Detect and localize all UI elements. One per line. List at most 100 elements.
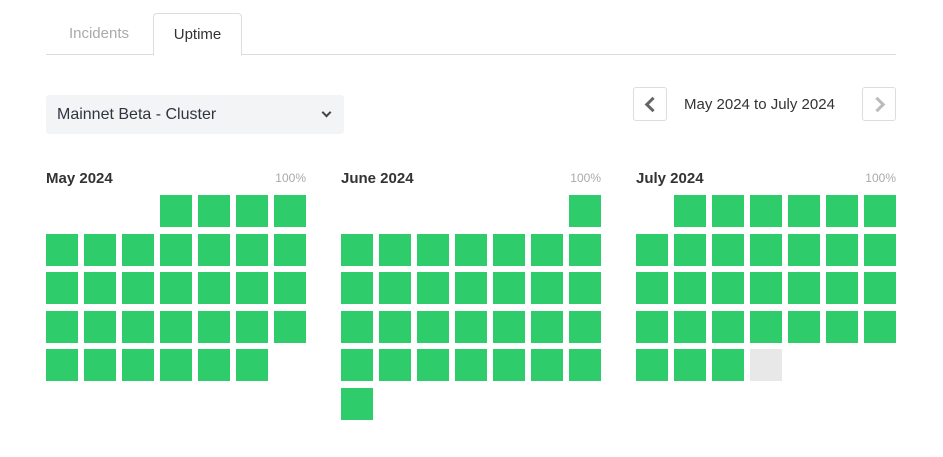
day-cell-26[interactable] <box>826 310 858 343</box>
day-cell-20[interactable] <box>864 272 896 305</box>
day-cell-17[interactable] <box>236 272 268 305</box>
day-cell-23[interactable] <box>198 310 230 343</box>
day-cell-2[interactable] <box>198 195 230 227</box>
day-cell-11[interactable] <box>417 272 449 305</box>
day-cell-28[interactable] <box>636 349 668 382</box>
tab-incidents[interactable]: Incidents <box>68 25 130 42</box>
day-cell-7[interactable] <box>122 233 154 266</box>
day-cell-1[interactable] <box>569 195 601 227</box>
day-cell-19[interactable] <box>826 272 858 305</box>
chevron-left-icon <box>644 96 661 113</box>
day-cell-27[interactable] <box>864 310 896 343</box>
day-cell-16[interactable] <box>341 310 373 343</box>
day-cell-20[interactable] <box>84 310 116 343</box>
day-cell-27[interactable] <box>493 349 525 382</box>
day-cell-6[interactable] <box>864 195 896 227</box>
day-cell-4[interactable] <box>274 195 306 227</box>
day-cell-6[interactable] <box>493 233 525 266</box>
day-cell-8[interactable] <box>160 233 192 266</box>
day-cell-14[interactable] <box>636 272 668 305</box>
previous-range-button[interactable] <box>633 87 667 121</box>
day-cell-4[interactable] <box>417 233 449 266</box>
day-cell-27[interactable] <box>84 349 116 382</box>
day-cell-21[interactable] <box>531 310 563 343</box>
day-cell-28[interactable] <box>122 349 154 382</box>
day-cell-26[interactable] <box>455 349 487 382</box>
day-cell-22[interactable] <box>160 310 192 343</box>
day-cell-13[interactable] <box>864 233 896 266</box>
day-cell-2[interactable] <box>341 233 373 266</box>
day-cell-17[interactable] <box>750 272 782 305</box>
day-cell-9[interactable] <box>712 233 744 266</box>
day-cell-1[interactable] <box>160 195 192 227</box>
day-cell-19[interactable] <box>455 310 487 343</box>
day-cell-10[interactable] <box>236 233 268 266</box>
tab-uptime[interactable]: Uptime <box>153 13 242 56</box>
day-cell-28[interactable] <box>531 349 563 382</box>
day-cell-23[interactable] <box>712 310 744 343</box>
day-cell-22[interactable] <box>674 310 706 343</box>
day-cell-14[interactable] <box>531 272 563 305</box>
day-cell-5[interactable] <box>46 233 78 266</box>
day-cell-31[interactable] <box>236 349 268 382</box>
day-cell-20[interactable] <box>493 310 525 343</box>
day-cell-21[interactable] <box>122 310 154 343</box>
day-cell-4[interactable] <box>788 195 820 227</box>
day-cell-17[interactable] <box>379 310 411 343</box>
day-cell-11[interactable] <box>788 233 820 266</box>
day-cell-8[interactable] <box>674 233 706 266</box>
day-cell-26[interactable] <box>46 349 78 382</box>
day-cell-24[interactable] <box>750 310 782 343</box>
day-cell-29[interactable] <box>160 349 192 382</box>
day-cell-3[interactable] <box>236 195 268 227</box>
day-cell-12[interactable] <box>46 272 78 305</box>
day-cell-15[interactable] <box>160 272 192 305</box>
day-cell-12[interactable] <box>826 233 858 266</box>
day-cell-10[interactable] <box>379 272 411 305</box>
day-cell-18[interactable] <box>274 272 306 305</box>
day-cell-5[interactable] <box>826 195 858 227</box>
day-cell-13[interactable] <box>493 272 525 305</box>
day-cell-29[interactable] <box>674 349 706 382</box>
day-cell-8[interactable] <box>569 233 601 266</box>
day-cell-5[interactable] <box>455 233 487 266</box>
day-cell-13[interactable] <box>84 272 116 305</box>
day-cell-23[interactable] <box>341 349 373 382</box>
day-cell-7[interactable] <box>636 233 668 266</box>
day-cell-19[interactable] <box>46 310 78 343</box>
day-cell-18[interactable] <box>788 272 820 305</box>
day-cell-3[interactable] <box>750 195 782 227</box>
day-cell-2[interactable] <box>712 195 744 227</box>
day-cell-30[interactable] <box>341 388 373 420</box>
day-cell-15[interactable] <box>569 272 601 305</box>
next-range-button[interactable] <box>862 87 896 121</box>
day-cell-10[interactable] <box>750 233 782 266</box>
cluster-select[interactable]: Mainnet Beta - Cluster <box>46 95 344 134</box>
day-cell-24[interactable] <box>379 349 411 382</box>
day-cell-25[interactable] <box>788 310 820 343</box>
day-cell-15[interactable] <box>674 272 706 305</box>
day-cell-25[interactable] <box>274 310 306 343</box>
day-cell-1[interactable] <box>674 195 706 227</box>
day-cell-25[interactable] <box>417 349 449 382</box>
day-cell-22[interactable] <box>569 310 601 343</box>
day-cell-24[interactable] <box>236 310 268 343</box>
day-cell-16[interactable] <box>712 272 744 305</box>
day-cell-16[interactable] <box>198 272 230 305</box>
day-cell-6[interactable] <box>84 233 116 266</box>
day-cell-9[interactable] <box>198 233 230 266</box>
day-cell-3[interactable] <box>379 233 411 266</box>
day-cell-9[interactable] <box>341 272 373 305</box>
date-range-label: May 2024 to July 2024 <box>684 96 835 113</box>
day-cell-18[interactable] <box>417 310 449 343</box>
day-cell-29[interactable] <box>569 349 601 382</box>
day-cell-30[interactable] <box>712 349 744 382</box>
chevron-down-icon <box>321 107 332 118</box>
day-cell-30[interactable] <box>198 349 230 382</box>
day-cell-31[interactable] <box>750 349 782 382</box>
day-cell-21[interactable] <box>636 310 668 343</box>
day-cell-7[interactable] <box>531 233 563 266</box>
day-cell-14[interactable] <box>122 272 154 305</box>
day-cell-12[interactable] <box>455 272 487 305</box>
day-cell-11[interactable] <box>274 233 306 266</box>
